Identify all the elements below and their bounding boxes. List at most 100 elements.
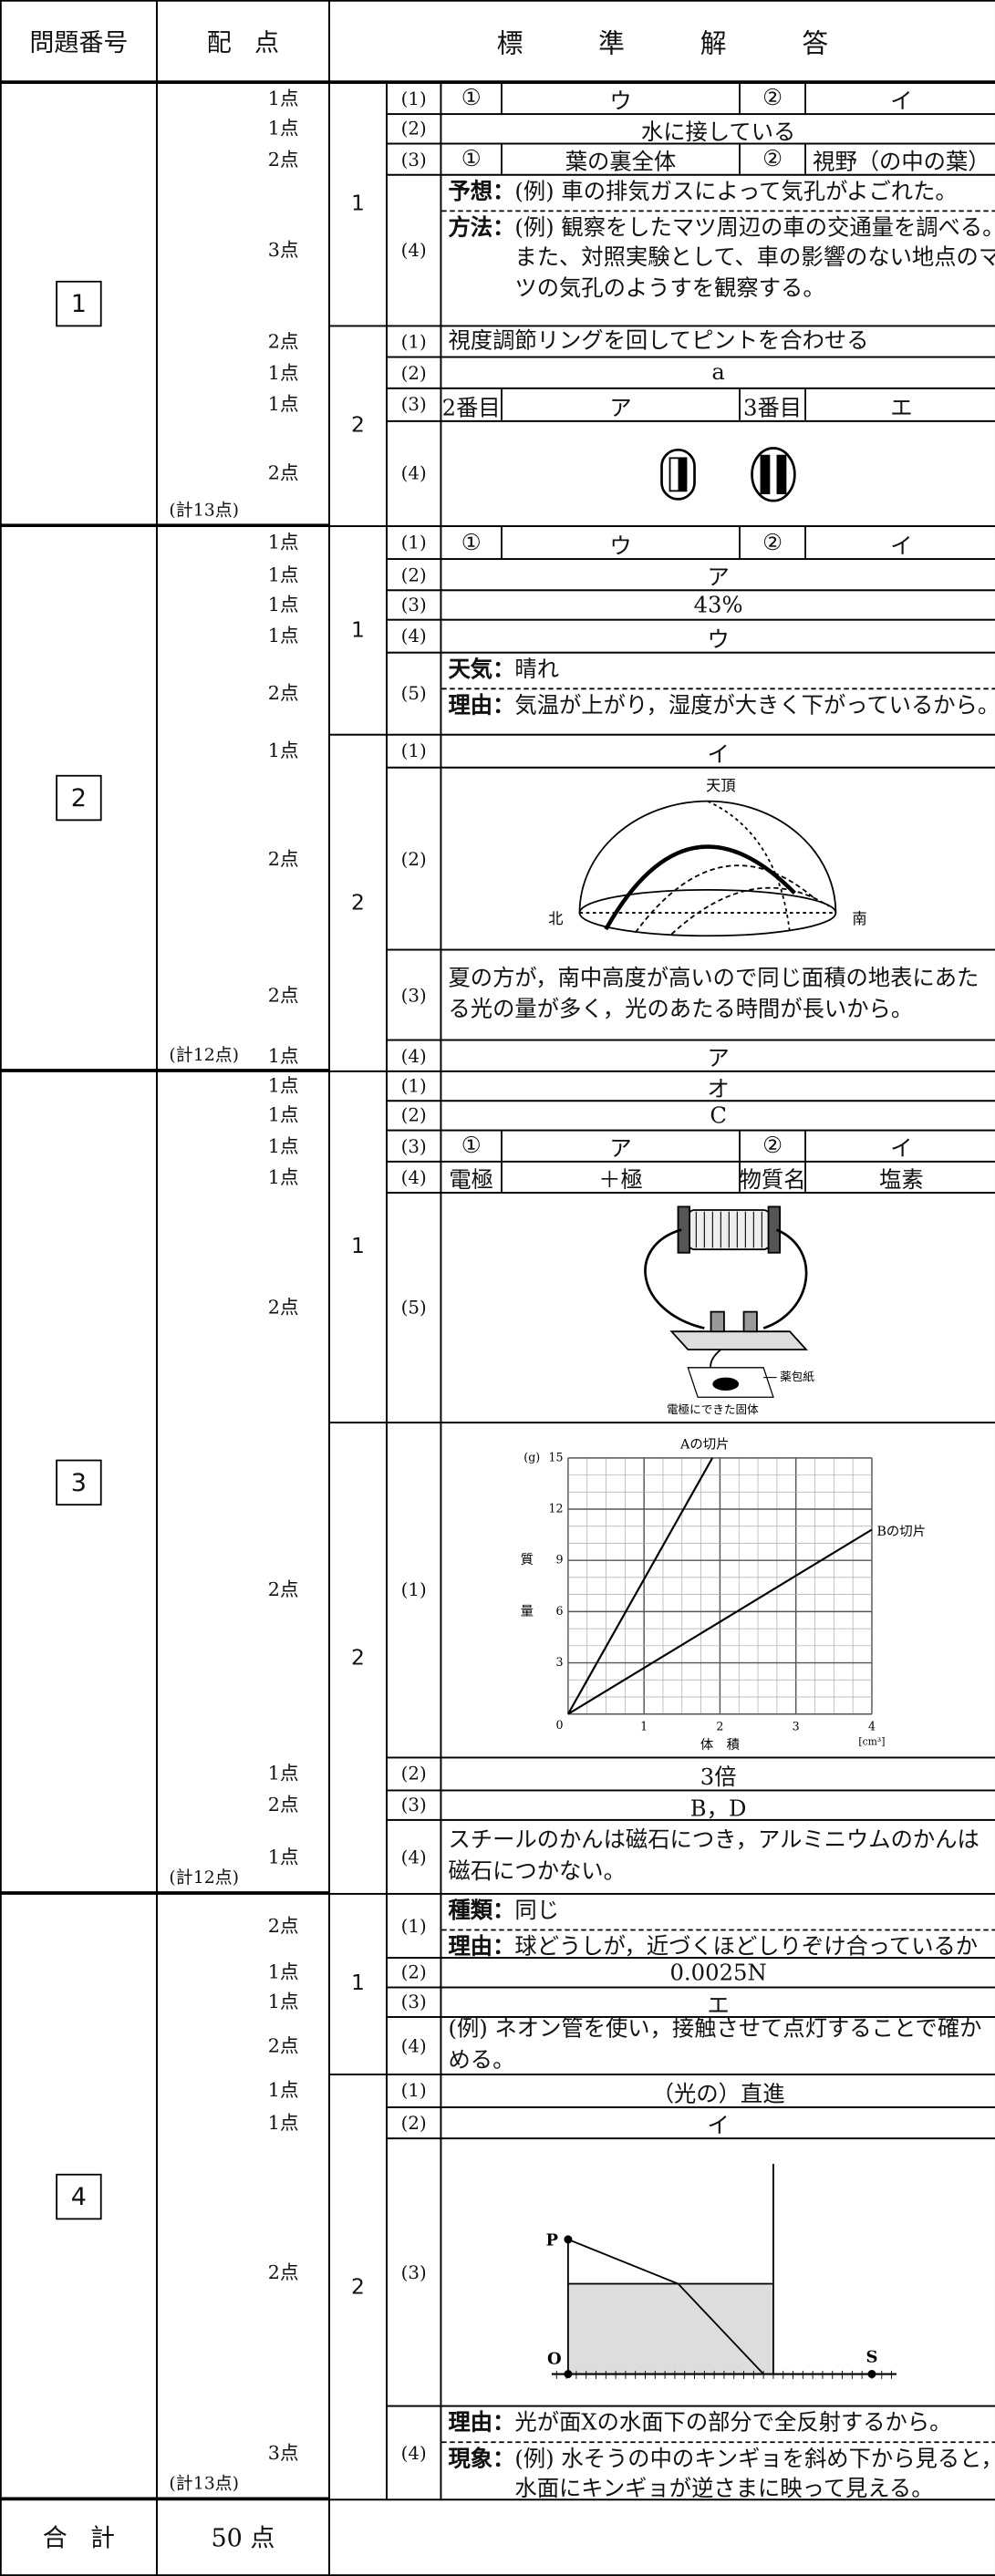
- sun-path: [634, 864, 817, 934]
- answer-cell: 天頂北 南: [440, 766, 995, 951]
- y-tick-label: 9: [555, 1553, 563, 1567]
- answer-subcell: ア: [503, 1131, 741, 1161]
- figure: [660, 447, 796, 502]
- item-label: (2): [386, 1957, 442, 1989]
- point-p: [564, 2235, 573, 2244]
- answer-paragraph: 視度調節リングを回してピントを合わせる: [448, 327, 869, 355]
- line-text: (例) 水そうの中のキンギョを斜め下から見ると，水面にキンギョが逆さまに映って見…: [514, 2445, 995, 2501]
- answer-cell: (g) 15 12 9 6 3 0 1 2 3 4 [cm³] 質量体 積 Aの切片 Bの切片: [440, 1422, 995, 1759]
- points: 3点: [267, 2440, 299, 2464]
- points: 1点: [267, 592, 299, 616]
- answer-cell: 夏の方が，南中高度が高いので同じ面積の地表にあたる光の量が多く，光のあたる時間が…: [440, 948, 995, 1041]
- line-text: 光が面Xの水面下の部分で全反射するから。: [514, 2410, 952, 2436]
- answer-subcell: ウ: [503, 526, 741, 558]
- item-label: (1): [386, 733, 442, 769]
- points: 2点: [267, 681, 299, 705]
- line-a: [566, 1457, 714, 1715]
- answer-cell: ア: [440, 1039, 995, 1072]
- points: 1点: [267, 392, 299, 416]
- figure: P O S: [546, 2164, 897, 2379]
- points: 1点: [267, 530, 299, 553]
- answer-line: 理由：球どうしが，近づくほどしりぞけ合っているから。: [441, 1928, 995, 1959]
- item-label: (4): [386, 2405, 442, 2501]
- answer-cell: イ: [440, 733, 995, 769]
- answer-subcell: 物質名: [740, 1162, 806, 1193]
- answer-paragraph: スチールのかんは磁石につき，アルミニウムのかんは磁石につかない。: [448, 1826, 979, 1885]
- item-label: (2): [386, 1100, 442, 1132]
- answer-cell: B，D: [440, 1789, 995, 1821]
- answer-subcell: ア: [503, 388, 741, 420]
- points: 1点: [267, 2110, 299, 2134]
- electrode: [742, 1310, 758, 1333]
- north-label: 北: [548, 910, 563, 927]
- answer-subcell: 3番目: [741, 388, 806, 420]
- x-tick-label: 4: [868, 1720, 876, 1733]
- answer-line: 現象： (例) 水そうの中のキンギョを斜め下から見ると，水面にキンギョが逆さまに映…: [441, 2440, 995, 2501]
- sun-path: [604, 844, 796, 931]
- y-tick-label: 15: [548, 1450, 563, 1464]
- line-text: 気温が上がり，湿度が大きく下がっているから。: [514, 691, 995, 719]
- item-label: (1): [386, 325, 442, 358]
- line-text: 晴れ: [514, 657, 560, 684]
- points: 1点: [267, 1164, 299, 1188]
- header-points: 配点: [156, 0, 330, 84]
- line-text: 同じ: [514, 1898, 560, 1925]
- points: 2点: [267, 1295, 299, 1319]
- subtotal: (計13点): [169, 2474, 240, 2494]
- y-tick-label: 6: [555, 1604, 563, 1618]
- points: 1点: [267, 739, 299, 762]
- item-label: (1): [386, 1892, 442, 1959]
- item-label: (2): [386, 558, 442, 592]
- part-number: 1: [328, 1070, 388, 1424]
- answer-line: 予想： (例) 車の排気ガスによって気孔がよごれた。: [441, 176, 995, 210]
- item-label: (4): [386, 173, 442, 327]
- answer-paragraph: 夏の方が，南中高度が高いので同じ面積の地表にあたる光の量が多く，光のあたる時間が…: [448, 965, 979, 1023]
- total-points: 50 点: [156, 2498, 330, 2576]
- y-tick-label: 3: [555, 1655, 563, 1669]
- x-tick-label: 2: [716, 1720, 723, 1733]
- answer-cell: a: [440, 356, 995, 389]
- item-label: (3): [386, 948, 442, 1041]
- points: 1点: [267, 624, 299, 647]
- answer-subcell: ②: [741, 526, 806, 559]
- item-label: (3): [386, 387, 442, 422]
- o-label: O: [547, 2349, 562, 2368]
- light-ray: [567, 2239, 764, 2375]
- answer-subcell: イ: [890, 1135, 913, 1163]
- point-o: [564, 2370, 573, 2379]
- line-label: 現象：: [448, 2445, 515, 2472]
- answer-subcell: ①: [441, 144, 503, 174]
- points: 1点: [267, 86, 299, 109]
- item-label: (3): [386, 1986, 442, 2018]
- points: 2点: [267, 846, 299, 870]
- item-label: (3): [386, 1789, 442, 1821]
- item-label: (3): [386, 142, 442, 176]
- s-label: S: [865, 2348, 877, 2367]
- item-label: (4): [386, 1160, 442, 1194]
- water: [567, 2283, 773, 2374]
- answer-subcell: ②: [741, 1131, 806, 1161]
- item-label: (3): [386, 589, 442, 621]
- solid: [712, 1377, 740, 1391]
- answer-cell: 電極 ＋極 物質名 塩素: [440, 1160, 995, 1194]
- coil-cap: [767, 1205, 782, 1254]
- wire: [644, 1228, 705, 1329]
- line-text: 球どうしが，近づくほどしりぞけ合っているから。: [514, 1933, 979, 1959]
- y-axis-label: 質: [521, 1551, 534, 1567]
- answer-paragraph: (例) ネオン管を使い，接触させて点灯することで確かめる。: [448, 2016, 982, 2074]
- eyepiece-bar: [760, 454, 771, 494]
- answer-cell: 0.0025N: [440, 1957, 995, 1989]
- answer-subcell: ①: [441, 83, 503, 114]
- answer-subcell: ＋極: [503, 1162, 741, 1193]
- answer-cell: ア: [440, 558, 995, 592]
- line-text: (例) 車の排気ガスによって気孔がよごれた。: [514, 179, 958, 206]
- answer-subcell: ②: [741, 83, 806, 114]
- subtotal: (計12点): [169, 1867, 240, 1888]
- line-b: [567, 1528, 873, 1715]
- item-label: (2): [386, 113, 442, 145]
- points: 1点: [267, 1761, 299, 1785]
